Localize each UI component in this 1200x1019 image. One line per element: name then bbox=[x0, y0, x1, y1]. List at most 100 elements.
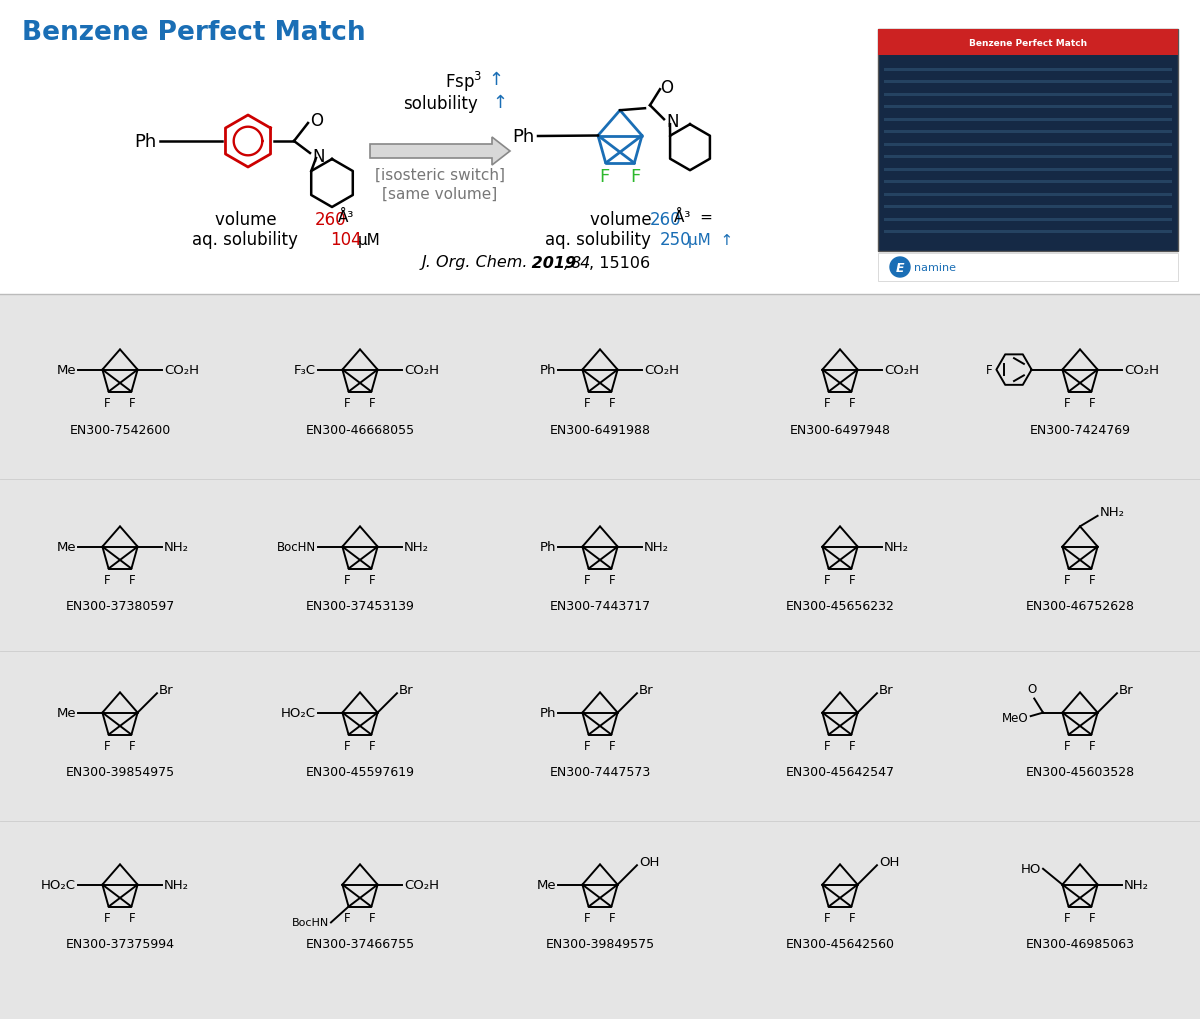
Bar bbox=[0, 294, 1200, 1019]
Text: EN300-37375994: EN300-37375994 bbox=[66, 937, 174, 951]
Text: aq. solubility: aq. solubility bbox=[545, 230, 656, 249]
Text: F: F bbox=[1090, 739, 1096, 752]
Text: Me: Me bbox=[536, 878, 556, 892]
Text: F: F bbox=[104, 911, 110, 923]
Text: 104: 104 bbox=[330, 230, 361, 249]
Text: Me: Me bbox=[56, 706, 76, 719]
Text: F: F bbox=[1090, 911, 1096, 923]
Text: F: F bbox=[370, 396, 376, 410]
Text: F: F bbox=[850, 739, 856, 752]
Text: NH₂: NH₂ bbox=[884, 540, 910, 553]
Text: F: F bbox=[850, 396, 856, 410]
Text: F: F bbox=[850, 573, 856, 586]
Text: EN300-7447573: EN300-7447573 bbox=[550, 765, 650, 779]
Text: Ph: Ph bbox=[512, 127, 535, 146]
Text: HO: HO bbox=[1021, 862, 1042, 875]
Text: Benzene Perfect Match: Benzene Perfect Match bbox=[968, 39, 1087, 48]
Text: EN300-37466755: EN300-37466755 bbox=[306, 937, 414, 951]
Text: NH₂: NH₂ bbox=[644, 540, 670, 553]
Text: BocHN: BocHN bbox=[277, 540, 316, 553]
Text: CO₂H: CO₂H bbox=[404, 878, 439, 892]
Text: CO₂H: CO₂H bbox=[644, 364, 679, 377]
Text: Br: Br bbox=[158, 683, 174, 696]
Text: F: F bbox=[824, 396, 830, 410]
Text: volume: volume bbox=[590, 211, 656, 229]
Bar bbox=[884, 94, 1172, 97]
Bar bbox=[884, 119, 1172, 121]
Text: Me: Me bbox=[56, 364, 76, 377]
Text: EN300-7542600: EN300-7542600 bbox=[70, 423, 170, 436]
Text: EN300-39849575: EN300-39849575 bbox=[546, 937, 654, 951]
Text: F: F bbox=[1064, 573, 1070, 586]
Text: ↑: ↑ bbox=[488, 71, 503, 89]
Text: volume: volume bbox=[215, 211, 282, 229]
Bar bbox=[884, 69, 1172, 72]
Text: HO₂C: HO₂C bbox=[281, 706, 316, 719]
Text: NH₂: NH₂ bbox=[164, 540, 190, 553]
Text: F₃C: F₃C bbox=[294, 364, 316, 377]
Text: F: F bbox=[824, 573, 830, 586]
Text: N: N bbox=[312, 148, 324, 166]
Bar bbox=[884, 82, 1172, 85]
Text: F: F bbox=[370, 573, 376, 586]
Text: J. Org. Chem.: J. Org. Chem. bbox=[422, 255, 528, 270]
Text: solubility: solubility bbox=[403, 95, 478, 113]
Text: Br: Br bbox=[1118, 683, 1134, 696]
Text: F: F bbox=[344, 739, 350, 752]
Text: F: F bbox=[344, 396, 350, 410]
Text: EN300-7424769: EN300-7424769 bbox=[1030, 423, 1130, 436]
Text: OH: OH bbox=[878, 855, 899, 868]
Text: F: F bbox=[1064, 396, 1070, 410]
Text: aq. solubility: aq. solubility bbox=[192, 230, 304, 249]
Text: 250: 250 bbox=[660, 230, 691, 249]
Text: Br: Br bbox=[878, 683, 894, 696]
Text: MeO: MeO bbox=[1002, 711, 1028, 725]
Text: NH₂: NH₂ bbox=[404, 540, 430, 553]
Text: O: O bbox=[1028, 683, 1037, 695]
Text: EN300-7443717: EN300-7443717 bbox=[550, 600, 650, 612]
Text: EN300-45642560: EN300-45642560 bbox=[786, 937, 894, 951]
Text: CO₂H: CO₂H bbox=[1124, 364, 1159, 377]
Text: O: O bbox=[660, 79, 673, 97]
Text: ,: , bbox=[564, 255, 575, 270]
Text: [same volume]: [same volume] bbox=[383, 186, 498, 202]
Text: [isosteric switch]: [isosteric switch] bbox=[374, 167, 505, 182]
Text: Br: Br bbox=[398, 683, 414, 696]
Text: F: F bbox=[130, 396, 136, 410]
Text: EN300-39854975: EN300-39854975 bbox=[66, 765, 174, 779]
Text: Fsp$^3$: Fsp$^3$ bbox=[445, 70, 482, 94]
Text: Benzene Perfect Match: Benzene Perfect Match bbox=[22, 20, 366, 46]
Text: F: F bbox=[584, 573, 590, 586]
Text: NH₂: NH₂ bbox=[164, 878, 190, 892]
Text: Ph: Ph bbox=[540, 706, 556, 719]
Text: F: F bbox=[584, 911, 590, 923]
Text: HO₂C: HO₂C bbox=[41, 878, 76, 892]
Bar bbox=[878, 30, 1178, 56]
Polygon shape bbox=[370, 138, 510, 166]
Text: F: F bbox=[130, 911, 136, 923]
Text: F: F bbox=[985, 364, 992, 377]
Text: F: F bbox=[824, 739, 830, 752]
Text: E: E bbox=[895, 261, 905, 274]
Text: F: F bbox=[610, 573, 616, 586]
Circle shape bbox=[890, 258, 910, 278]
Text: ↑: ↑ bbox=[492, 94, 508, 112]
Text: , 15106: , 15106 bbox=[589, 255, 650, 270]
Bar bbox=[884, 230, 1172, 233]
Bar bbox=[884, 218, 1172, 221]
Text: OH: OH bbox=[638, 855, 659, 868]
Text: F: F bbox=[630, 168, 641, 185]
Bar bbox=[884, 156, 1172, 159]
Text: EN300-45642547: EN300-45642547 bbox=[786, 765, 894, 779]
Text: F: F bbox=[130, 573, 136, 586]
Text: F: F bbox=[1090, 573, 1096, 586]
Text: EN300-45656232: EN300-45656232 bbox=[786, 600, 894, 612]
Bar bbox=[0, 0, 1200, 294]
Text: F: F bbox=[344, 573, 350, 586]
Text: F: F bbox=[610, 739, 616, 752]
Text: CO₂H: CO₂H bbox=[404, 364, 439, 377]
Text: EN300-45603528: EN300-45603528 bbox=[1026, 765, 1134, 779]
Text: Ph: Ph bbox=[134, 132, 157, 151]
Text: EN300-45597619: EN300-45597619 bbox=[306, 765, 414, 779]
Text: F: F bbox=[584, 396, 590, 410]
